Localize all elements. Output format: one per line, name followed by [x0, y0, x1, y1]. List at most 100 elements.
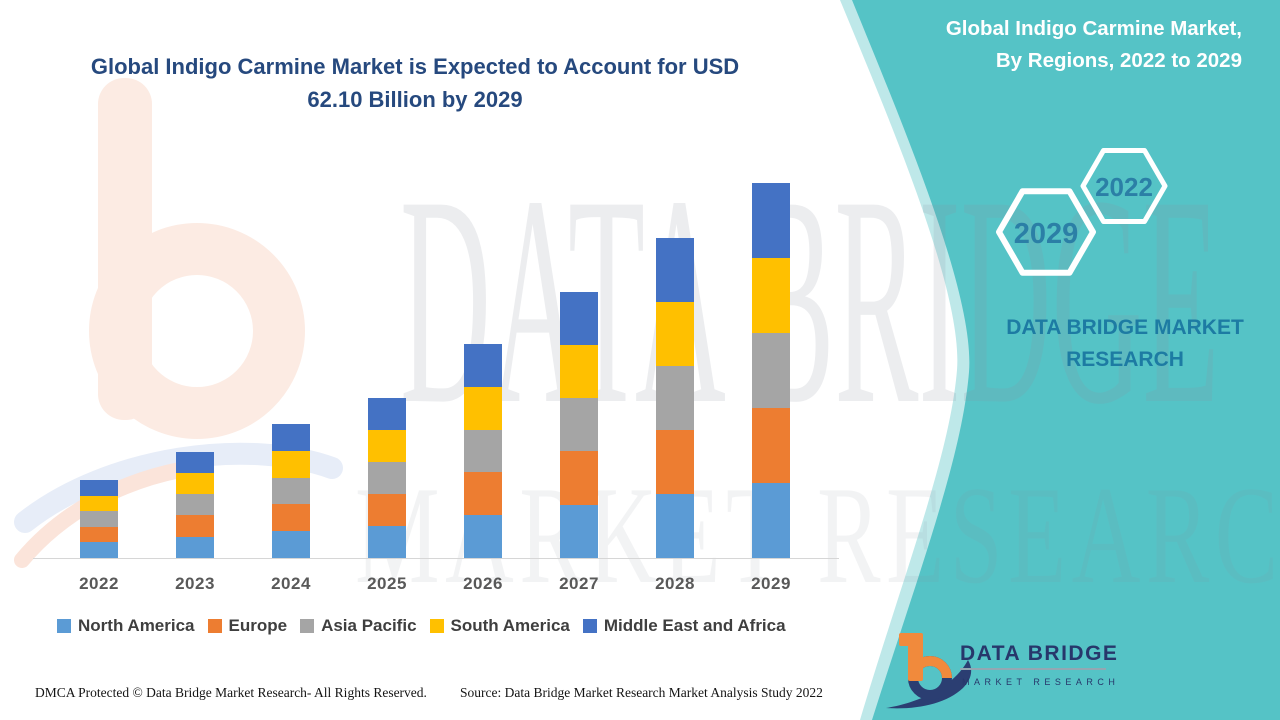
- bar-segment-middle-east-and-africa: [368, 398, 406, 430]
- stacked-bar-2022: [80, 480, 118, 558]
- stacked-bar-2025: [368, 398, 406, 558]
- bar-segment-middle-east-and-africa: [272, 424, 310, 451]
- watermark-b-bowl: [89, 223, 305, 439]
- bar-segment-europe: [464, 472, 502, 516]
- side-heading-line-2: By Regions, 2022 to 2029: [995, 48, 1242, 72]
- bar-segment-north-america: [368, 526, 406, 558]
- stacked-bar-2028: [656, 238, 694, 558]
- x-axis-label-2024: 2024: [271, 574, 311, 593]
- legend-item-north-america: North America: [57, 616, 195, 636]
- bar-segment-europe: [560, 451, 598, 505]
- x-axis-label-2023: 2023: [175, 574, 215, 593]
- bar-segment-europe: [368, 494, 406, 526]
- hexagon-2029: [996, 188, 1096, 276]
- logo-swoosh: [886, 660, 972, 709]
- legend-item-asia-pacific: Asia Pacific: [300, 616, 417, 636]
- legend-label: North America: [78, 616, 195, 635]
- bar-segment-asia-pacific: [752, 333, 790, 408]
- bar-segment-middle-east-and-africa: [176, 451, 214, 473]
- legend-label: South America: [450, 616, 570, 635]
- bar-segment-asia-pacific: [80, 511, 118, 527]
- chart-legend: North America Europe Asia Pacific South Ame…: [57, 616, 786, 636]
- bar-segment-asia-pacific: [272, 477, 310, 505]
- bar-segment-south-america: [368, 430, 406, 462]
- bar-segment-south-america: [464, 386, 502, 430]
- page-title-line-1: Global Indigo Carmine Market is Expected…: [90, 54, 740, 79]
- x-axis-label-2027: 2027: [559, 574, 599, 593]
- logo-text-data-bridge: DATA BRIDGE: [960, 642, 1118, 665]
- bar-segment-north-america: [464, 515, 502, 558]
- bar-segment-europe: [80, 526, 118, 543]
- logo-b-stem: [908, 633, 923, 681]
- bar-segment-europe: [656, 430, 694, 494]
- legend-label: Middle East and Africa: [603, 616, 786, 635]
- bar-segment-north-america: [80, 542, 118, 558]
- legend-label: Europe: [228, 616, 288, 635]
- brand-heading-line-2: RESEARCH: [1066, 347, 1184, 371]
- stacked-bar-2029: [752, 183, 790, 558]
- footer-source: Source: Data Bridge Market Research Mark…: [460, 685, 823, 700]
- bar-segment-north-america: [272, 531, 310, 558]
- x-axis-label-2022: 2022: [79, 574, 119, 593]
- bar-segment-middle-east-and-africa: [464, 344, 502, 387]
- bar-segment-europe: [272, 504, 310, 532]
- bar-segment-middle-east-and-africa: [752, 183, 790, 258]
- x-axis-line: [33, 558, 839, 559]
- hexagon-2022: [1080, 148, 1168, 224]
- bar-segment-south-america: [656, 302, 694, 366]
- legend-label: Asia Pacific: [321, 616, 417, 635]
- legend-item-europe: Europe: [207, 616, 288, 636]
- bar-segment-asia-pacific: [464, 429, 502, 473]
- legend-swatch: [429, 619, 444, 633]
- bar-segment-asia-pacific: [560, 398, 598, 452]
- x-axis-label-2026: 2026: [463, 574, 503, 593]
- side-panel-heading: Global Indigo Carmine Market, By Regions…: [946, 13, 1242, 77]
- stacked-bar-2027: [560, 291, 598, 558]
- bar-segment-asia-pacific: [656, 366, 694, 430]
- bar-segment-north-america: [752, 483, 790, 558]
- legend-swatch: [57, 619, 71, 633]
- stacked-bar-2023: [176, 451, 214, 558]
- stacked-bar-2026: [464, 344, 502, 558]
- bar-segment-middle-east-and-africa: [656, 238, 694, 302]
- hexagon-2029-label: 2029: [1014, 218, 1079, 250]
- bar-segment-middle-east-and-africa: [80, 480, 118, 496]
- hexagon-2022-label: 2022: [1095, 172, 1153, 202]
- bar-segment-middle-east-and-africa: [560, 291, 598, 345]
- x-axis-label-2025: 2025: [367, 574, 407, 593]
- bar-segment-europe: [176, 515, 214, 537]
- bar-segment-europe: [752, 408, 790, 483]
- side-heading-line-1: Global Indigo Carmine Market,: [945, 17, 1242, 40]
- data-bridge-logo: DATA BRIDGE MARKET RESEARCH: [886, 633, 1119, 709]
- bar-segment-north-america: [560, 504, 598, 558]
- legend-item-middle-east-and-africa: Middle East and Africa: [582, 616, 786, 636]
- page-title: Global Indigo Carmine Market is Expected…: [70, 50, 760, 116]
- stacked-bar-2024: [272, 424, 310, 558]
- legend-item-south-america: South America: [429, 616, 570, 636]
- footer-copyright: DMCA Protected © Data Bridge Market Rese…: [35, 685, 427, 700]
- brand-heading-line-1: DATA BRIDGE MARKET: [1006, 316, 1244, 339]
- bar-segment-south-america: [272, 450, 310, 478]
- legend-swatch: [582, 619, 597, 633]
- bar-segment-north-america: [176, 536, 214, 558]
- teal-panel-shape: [852, 0, 1280, 720]
- bar-segment-north-america: [656, 494, 694, 558]
- logo-text-market-research: MARKET RESEARCH: [962, 677, 1119, 687]
- logo-b-serif: [899, 633, 911, 646]
- bar-segment-south-america: [752, 258, 790, 333]
- bar-segment-south-america: [176, 472, 214, 495]
- bar-segment-asia-pacific: [368, 462, 406, 494]
- brand-heading: DATA BRIDGE MARKET RESEARCH: [985, 312, 1265, 375]
- bar-segment-south-america: [560, 344, 598, 399]
- x-axis-label-2028: 2028: [655, 574, 695, 593]
- bar-segment-south-america: [80, 495, 118, 512]
- legend-swatch: [300, 619, 315, 633]
- bar-segment-asia-pacific: [176, 494, 214, 516]
- x-axis-label-2029: 2029: [751, 574, 791, 593]
- legend-swatch: [207, 619, 222, 633]
- page-title-line-2: 62.10 Billion by 2029: [307, 87, 523, 112]
